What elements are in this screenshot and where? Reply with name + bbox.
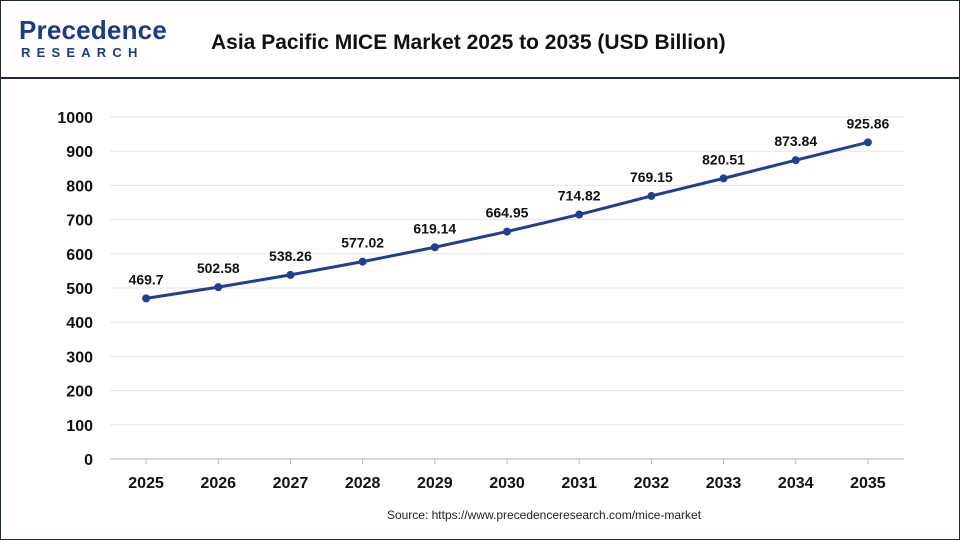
y-tick-label: 800 xyxy=(66,178,93,195)
data-point xyxy=(142,294,151,303)
data-label: 664.95 xyxy=(486,205,529,221)
data-label: 538.26 xyxy=(269,248,312,264)
data-label: 469.7 xyxy=(129,271,164,287)
y-axis: 0 100 200 300 400 500 600 700 800 900 1000 xyxy=(57,110,93,469)
x-tick-label: 2031 xyxy=(561,475,597,492)
logo-sub-text: RESEARCH xyxy=(21,45,144,60)
source-note: Source: https://www.precedenceresearch.c… xyxy=(386,508,702,522)
data-labels: 469.7 502.58 538.26 577.02 619.14 664.95 714.8… xyxy=(129,115,890,287)
y-tick-label: 1000 xyxy=(57,110,93,127)
x-tick-label: 2028 xyxy=(345,475,381,492)
data-point xyxy=(863,138,872,147)
data-label: 577.02 xyxy=(341,235,384,251)
y-tick-label: 700 xyxy=(66,213,93,230)
x-tick-label: 2025 xyxy=(128,475,164,492)
y-tick-label: 400 xyxy=(66,315,93,332)
x-axis: 2025 2026 2027 2028 2029 2030 2031 2032 2033 2034… xyxy=(110,458,904,492)
y-tick-label: 600 xyxy=(66,247,93,264)
data-point xyxy=(286,270,295,279)
y-tick-label: 300 xyxy=(66,349,93,366)
header-divider xyxy=(1,77,959,79)
data-label: 873.84 xyxy=(774,133,817,149)
data-point xyxy=(791,156,800,165)
precedence-research-logo: Precedence RESEARCH xyxy=(17,15,177,65)
x-tick-label: 2030 xyxy=(489,475,525,492)
x-tick-label: 2026 xyxy=(200,475,236,492)
data-label: 714.82 xyxy=(558,188,601,204)
data-label: 925.86 xyxy=(846,115,889,131)
data-label: 619.14 xyxy=(413,220,456,236)
data-point xyxy=(358,257,367,266)
x-tick-label: 2029 xyxy=(417,475,453,492)
data-point xyxy=(214,283,223,292)
gridlines xyxy=(110,116,904,426)
data-point xyxy=(719,174,728,183)
y-tick-label: 100 xyxy=(66,418,93,435)
data-point xyxy=(503,227,511,236)
logo-main-text: Precedence xyxy=(19,15,167,45)
x-tick-label: 2034 xyxy=(778,475,814,492)
data-point xyxy=(647,191,656,200)
data-point xyxy=(575,210,584,219)
y-tick-label: 200 xyxy=(66,384,93,401)
x-tick-label: 2027 xyxy=(273,475,309,492)
x-tick-label: 2035 xyxy=(850,475,886,492)
y-tick-label: 0 xyxy=(84,452,93,469)
data-label: 769.15 xyxy=(630,169,673,185)
data-points xyxy=(142,138,872,303)
data-label: 820.51 xyxy=(702,151,745,167)
data-point xyxy=(430,243,439,252)
y-tick-label: 500 xyxy=(66,281,93,298)
x-tick-label: 2033 xyxy=(706,475,742,492)
x-tick-label: 2032 xyxy=(634,475,670,492)
y-tick-label: 900 xyxy=(66,144,93,161)
chart-title: Asia Pacific MICE Market 2025 to 2035 (U… xyxy=(211,31,726,54)
data-label: 502.58 xyxy=(197,260,240,276)
header: Precedence RESEARCH Asia Pacific MICE Ma… xyxy=(1,1,959,77)
